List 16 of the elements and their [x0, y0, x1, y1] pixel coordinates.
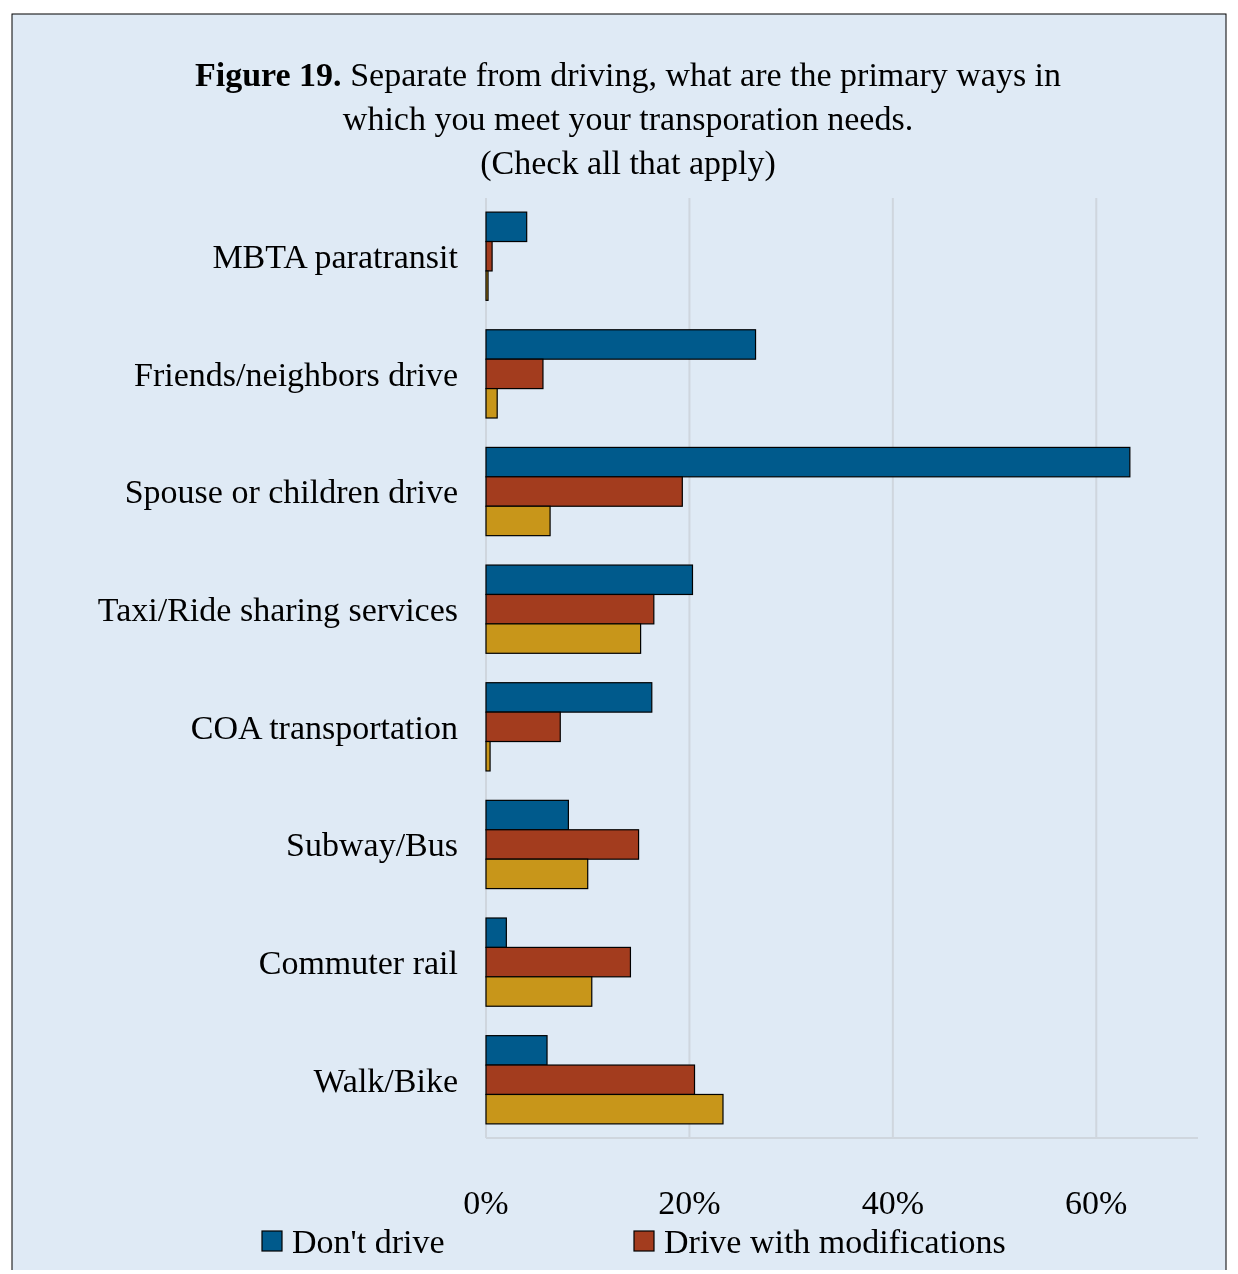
x-tick-label: 20%	[658, 1184, 721, 1221]
y-tick-label: COA transportation	[190, 708, 458, 746]
y-tick-label: Taxi/Ride sharing services	[97, 591, 458, 629]
y-tick-label: Subway/Bus	[286, 826, 458, 864]
y-tick-label: Walk/Bike	[313, 1061, 458, 1099]
y-tick-label: Commuter rail	[258, 944, 458, 982]
chart-title: Figure 19. Separate from driving, what are the primary ways in which you meet your transporation needs.	[194, 56, 1062, 137]
y-tick-label: MBTA paratransit	[212, 238, 459, 276]
y-tick-label: Friends/neighbors drive	[134, 355, 458, 393]
legend-label: Don't drive	[292, 1223, 445, 1260]
x-tick-label: 60%	[1065, 1184, 1128, 1221]
y-tick-label: Spouse or children drive	[124, 473, 458, 511]
chart-subtitle: (Check all that apply)	[480, 144, 776, 182]
x-tick-label: 0%	[463, 1184, 509, 1221]
x-tick-label: 40%	[861, 1184, 925, 1221]
legend-label: Drive with modifications	[664, 1223, 1006, 1260]
